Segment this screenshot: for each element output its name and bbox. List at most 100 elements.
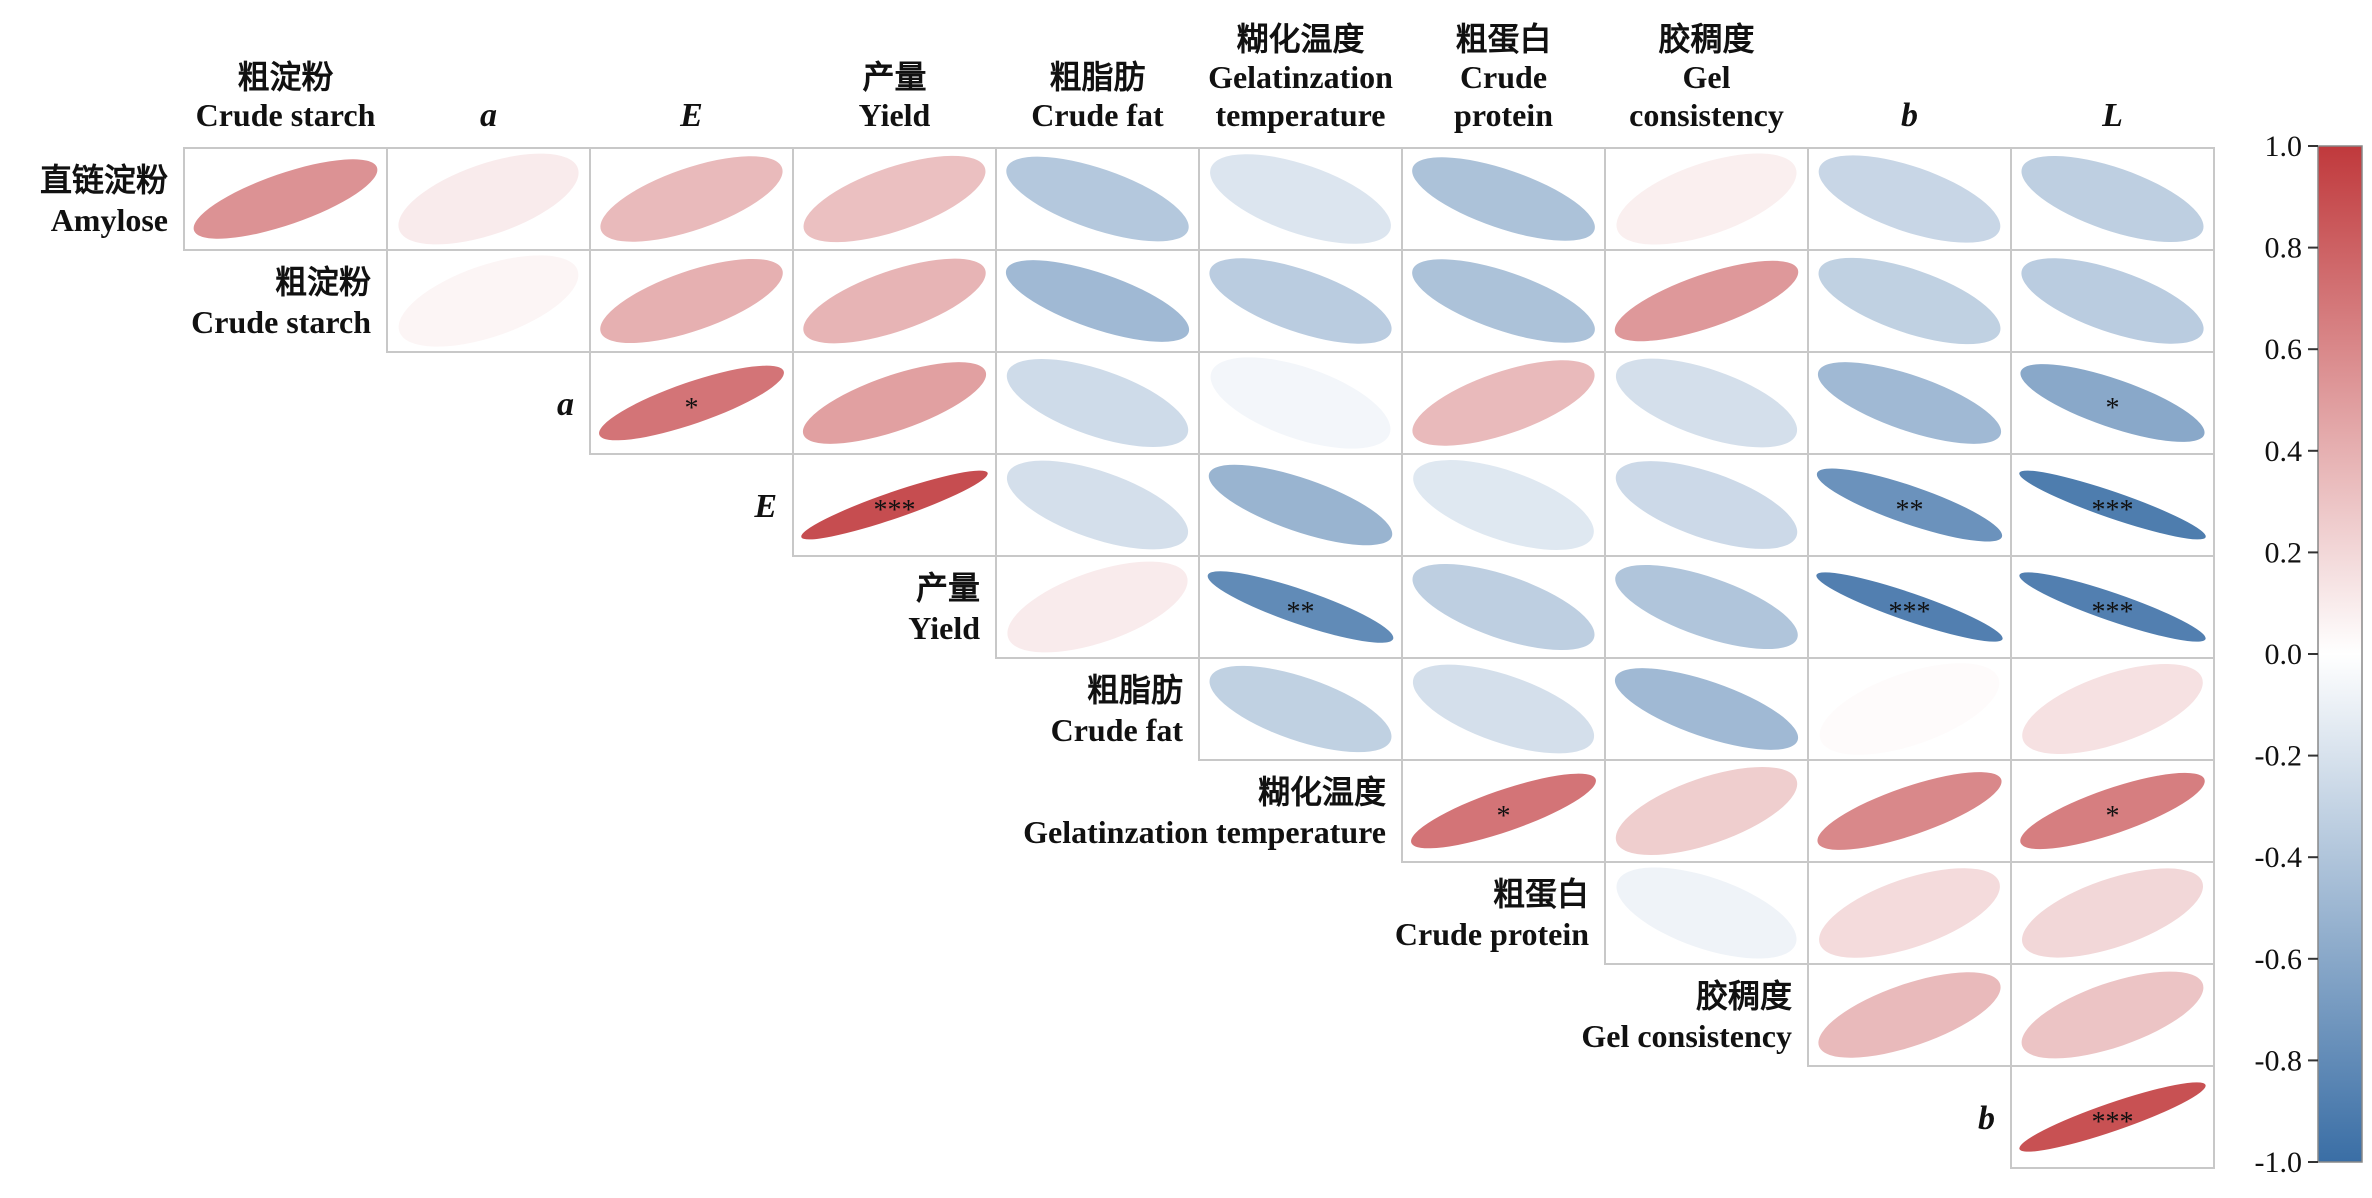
row-header-4-line-1: Yield	[908, 610, 980, 646]
significance-marker-6-9: *	[2106, 801, 2120, 832]
column-header-5-line-2: temperature	[1216, 97, 1386, 133]
correlation-ellipse-6-7	[1615, 766, 1798, 856]
correlation-ellipse-5-8	[1819, 663, 2000, 755]
row-header-1-line-0: 粗淀粉	[275, 264, 371, 300]
correlation-ellipse-1-6	[1412, 259, 1595, 343]
colorbar-tick-label-8: -0.6	[2255, 943, 2303, 976]
correlation-ellipse-1-4	[1005, 260, 1190, 342]
significance-marker-2-2: *	[685, 393, 699, 424]
correlation-ellipse-0-8	[1818, 155, 2001, 243]
correlation-ellipse-0-7	[1616, 153, 1797, 245]
correlation-ellipse-5-6	[1412, 664, 1595, 754]
row-header-6-line-1: Gelatinzation temperature	[1023, 814, 1386, 850]
correlation-ellipse-3-8	[1816, 468, 2003, 542]
correlation-ellipse-2-8	[1817, 362, 2002, 444]
correlation-ellipse-0-3	[803, 155, 986, 243]
colorbar-tick-label-4: 0.2	[2265, 536, 2303, 569]
column-header-7-line-0: 胶稠度	[1658, 21, 1754, 57]
correlation-ellipse-1-9	[2021, 258, 2204, 344]
correlation-ellipse-6-6	[1411, 773, 1596, 849]
ellipse-layer	[193, 153, 2206, 1152]
correlation-ellipse-9-9	[2019, 1082, 2206, 1152]
column-header-9-line-0: L	[2101, 97, 2123, 134]
significance-marker-9-9: ***	[2092, 1107, 2134, 1138]
significance-marker-3-9: ***	[2092, 495, 2134, 526]
row-header-8-line-0: 胶稠度	[1696, 978, 1792, 1014]
correlation-ellipse-1-7	[1614, 260, 1799, 342]
column-header-4-line-0: 粗脂肪	[1049, 59, 1145, 95]
column-header-2-line-0: E	[679, 97, 703, 134]
row-header-1-line-1: Crude starch	[191, 304, 371, 340]
significance-marker-6-6: *	[1497, 801, 1511, 832]
row-header-9-line-0: b	[1978, 1100, 1995, 1137]
column-header-3-line-0: 产量	[862, 59, 926, 95]
column-header-0-line-1: Crude starch	[196, 97, 376, 133]
significance-marker-4-5: **	[1287, 597, 1315, 628]
correlation-ellipse-4-7	[1615, 564, 1798, 650]
colorbar-tick-label-10: -1.0	[2255, 1146, 2303, 1179]
colorbar-tick-label-7: -0.4	[2255, 841, 2303, 874]
significance-marker-3-8: **	[1896, 495, 1924, 526]
correlation-ellipse-6-9	[2020, 772, 2205, 850]
correlation-ellipse-0-6	[1412, 157, 1595, 241]
correlation-ellipse-0-0	[193, 159, 378, 239]
colorbar-tick-label-1: 0.8	[2265, 232, 2303, 265]
correlation-ellipse-2-3	[802, 362, 987, 444]
correlation-ellipse-7-9	[2021, 868, 2204, 958]
correlation-ellipse-2-7	[1615, 358, 1798, 448]
row-header-0-line-1: Amylose	[51, 202, 168, 238]
correlation-ellipse-5-7	[1614, 668, 1799, 750]
correlation-ellipse-4-5	[1207, 571, 1394, 643]
row-header-0-line-0: 直链淀粉	[40, 162, 168, 198]
colorbar-tick-label-0: 1.0	[2265, 130, 2303, 163]
colorbar-gradient	[2317, 145, 2363, 1163]
column-header-6-line-1: Crude	[1460, 59, 1547, 95]
colorbar-tick-label-6: -0.2	[2255, 740, 2303, 773]
colorbar-tick-label-3: 0.4	[2265, 435, 2303, 468]
correlation-ellipse-4-6	[1412, 563, 1595, 651]
row-header-8-line-1: Gel consistency	[1581, 1018, 1792, 1054]
column-header-3-line-1: Yield	[859, 97, 931, 133]
correlation-ellipse-2-9	[2020, 364, 2205, 442]
correlation-ellipse-7-7	[1616, 867, 1797, 959]
row-header-7-line-0: 粗蛋白	[1493, 876, 1589, 912]
colorbar: 1.0 0.8 0.6 0.4 0.2 0.0 -0.2 -0.4 -0.6 -0.8 -1.0	[2255, 130, 2363, 1179]
correlation-ellipse-2-4	[1006, 358, 1189, 448]
column-header-7-line-1: Gel	[1683, 59, 1731, 95]
significance-marker-2-9: *	[2106, 393, 2120, 424]
row-header-2-line-0: a	[557, 386, 574, 423]
correlation-ellipse-3-9	[2019, 470, 2206, 540]
correlation-ellipse-7-8	[1819, 868, 2000, 958]
column-header-6-line-2: protein	[1454, 97, 1553, 133]
correlation-ellipse-3-3	[801, 470, 988, 540]
correlation-ellipse-2-2	[599, 365, 784, 441]
column-header-5-line-1: Gelatinzation	[1208, 59, 1393, 95]
row-header-4-line-0: 产量	[916, 570, 980, 606]
column-header-8-line-0: b	[1901, 97, 1918, 134]
correlation-ellipse-0-1	[398, 153, 579, 245]
matrix-cell-4-8	[1807, 555, 2012, 659]
row-header-3-line-0: E	[753, 488, 777, 525]
column-header-1-line-0: a	[480, 97, 497, 134]
correlation-ellipse-1-3	[803, 258, 986, 344]
column-header-5-line-0: 糊化温度	[1236, 21, 1364, 57]
correlation-ellipse-8-9	[2021, 971, 2204, 1059]
correlation-ellipse-3-7	[1615, 461, 1798, 549]
correlation-ellipse-6-8	[1817, 772, 2002, 850]
row-header-6-line-0: 糊化温度	[1258, 774, 1386, 810]
correlation-ellipse-8-8	[1818, 972, 2001, 1058]
column-header-4-line-1: Crude fat	[1031, 97, 1164, 133]
significance-marker-4-9: ***	[2092, 597, 2134, 628]
correlation-ellipse-3-6	[1413, 460, 1594, 550]
correlation-ellipse-0-2	[600, 156, 783, 242]
correlation-ellipse-0-9	[2021, 155, 2204, 243]
correlation-ellipse-3-5	[1208, 464, 1393, 546]
colorbar-tick-label-9: -0.8	[2255, 1044, 2303, 1077]
correlation-ellipse-1-8	[1818, 257, 2001, 345]
significance-marker-4-8: ***	[1889, 597, 1931, 628]
column-header-0-line-0: 粗淀粉	[237, 59, 333, 95]
correlation-ellipse-0-4	[1006, 156, 1189, 242]
column-header-6-line-0: 粗蛋白	[1455, 21, 1551, 57]
row-header-7-line-1: Crude protein	[1395, 916, 1589, 952]
